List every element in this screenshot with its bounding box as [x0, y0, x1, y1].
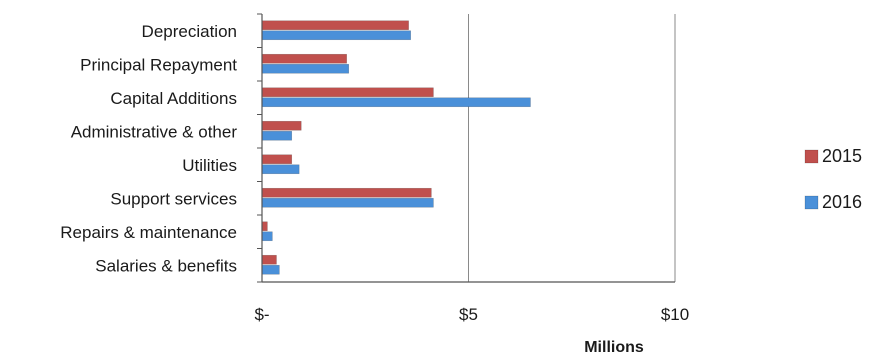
- x-axis-title: Millions: [584, 339, 644, 356]
- bar-2015-0: [261, 20, 409, 31]
- category-label: Principal Repayment: [80, 55, 237, 74]
- category-label: Capital Additions: [110, 89, 237, 108]
- category-label: Support services: [110, 189, 237, 208]
- bar-2015-2: [261, 87, 434, 98]
- bar-2016-1: [261, 63, 350, 74]
- category-label: Depreciation: [142, 22, 237, 41]
- legend: 2015 2016: [804, 146, 862, 212]
- bar-2016-3: [261, 130, 293, 141]
- bar-2015-5: [261, 187, 432, 198]
- bar-2015-7: [261, 254, 277, 265]
- x-tick-label: $-: [254, 305, 269, 324]
- bar-2015-1: [261, 53, 347, 64]
- legend-swatch-2016: [804, 195, 819, 210]
- bar-2016-0: [261, 30, 411, 41]
- tick-labels: $- $5 $10: [254, 305, 689, 324]
- bar-2016-2: [261, 97, 531, 108]
- legend-swatch-2015: [804, 149, 819, 164]
- x-tick-label: $10: [661, 305, 689, 324]
- gridlines: [468, 14, 676, 282]
- category-label: Salaries & benefits: [95, 256, 237, 275]
- bar-2015-4: [261, 154, 293, 165]
- bar-2016-7: [261, 264, 280, 275]
- category-label: Administrative & other: [71, 122, 238, 141]
- bars: [261, 20, 531, 275]
- bar-2015-6: [261, 221, 268, 232]
- bar-2015-3: [261, 120, 302, 131]
- bar-2016-5: [261, 197, 434, 208]
- bar-2016-6: [261, 231, 273, 242]
- category-label: Repairs & maintenance: [60, 223, 237, 242]
- legend-label-2015: 2015: [822, 146, 862, 166]
- x-tick-label: $5: [459, 305, 478, 324]
- axes: [257, 13, 675, 283]
- category-label: Utilities: [182, 156, 237, 175]
- bar-2016-4: [261, 164, 300, 175]
- category-labels: Depreciation Principal Repayment Capital A…: [60, 22, 237, 276]
- legend-label-2016: 2016: [822, 192, 862, 212]
